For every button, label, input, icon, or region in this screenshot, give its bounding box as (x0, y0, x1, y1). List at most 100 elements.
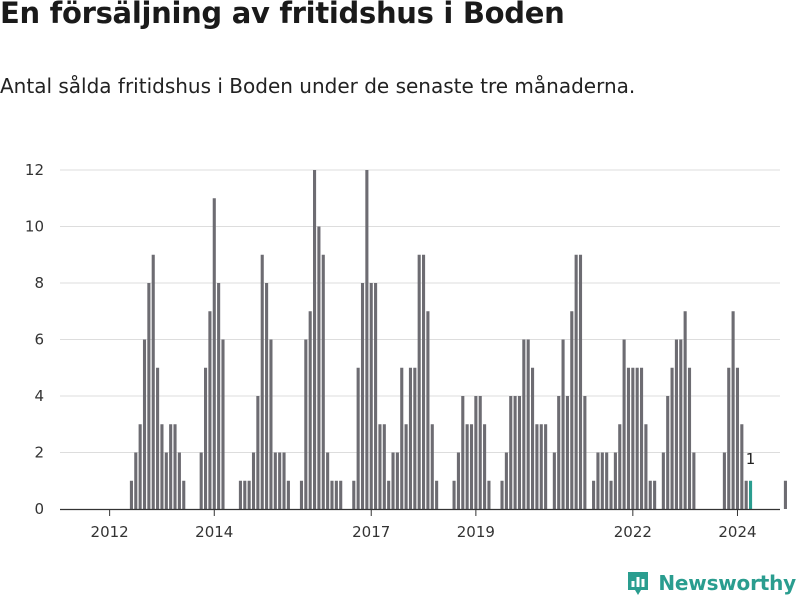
bar (177, 452, 181, 509)
bar (613, 452, 617, 509)
bar (313, 170, 317, 509)
bar (142, 339, 147, 509)
bar (692, 452, 696, 509)
x-tick-label: 2014 (195, 523, 233, 541)
bar (382, 424, 386, 509)
y-tick-label: 4 (34, 387, 44, 405)
bar (531, 367, 535, 509)
bar (400, 367, 404, 509)
y-tick-label: 2 (34, 444, 44, 462)
bar (622, 339, 626, 509)
y-tick-label: 10 (25, 218, 44, 236)
bar (365, 170, 369, 509)
bar (417, 254, 421, 509)
bar (282, 452, 286, 509)
bar (517, 396, 522, 509)
bar (413, 367, 417, 509)
bar (129, 480, 133, 509)
x-tick-label: 2024 (718, 523, 756, 541)
bar (147, 283, 151, 509)
bar (251, 452, 256, 509)
bar (243, 480, 247, 509)
bar (395, 452, 399, 509)
bar (422, 254, 426, 509)
bar (286, 480, 290, 509)
bar (474, 396, 478, 509)
bar (426, 311, 430, 509)
y-tick-label: 0 (34, 500, 44, 518)
bar (478, 396, 482, 509)
x-axis: 2012 2014 2017 2019 2022 2024 (60, 508, 780, 541)
bar (626, 367, 631, 509)
bar (452, 480, 456, 509)
bar (600, 452, 604, 509)
bar (299, 480, 304, 509)
bar (369, 283, 373, 509)
bar (635, 367, 639, 509)
bar (247, 480, 251, 509)
bar (330, 480, 334, 509)
bar (500, 480, 504, 509)
bar (574, 254, 578, 509)
bar (487, 480, 491, 509)
bar (727, 367, 731, 509)
bar (592, 480, 596, 509)
bar (238, 480, 242, 509)
bar (570, 311, 574, 509)
bar (509, 396, 513, 509)
bar (212, 198, 216, 509)
bar (321, 254, 325, 509)
bar (356, 367, 360, 509)
bar (661, 452, 665, 509)
bar (273, 452, 277, 509)
bar (217, 283, 221, 509)
bar (557, 396, 561, 509)
bar (182, 480, 186, 509)
bar (160, 424, 164, 509)
bar (256, 396, 260, 509)
bar (151, 254, 155, 509)
bar (430, 424, 434, 509)
bar (173, 424, 177, 509)
bar (674, 339, 678, 509)
bar (221, 339, 225, 509)
bar (265, 283, 269, 509)
bar (565, 396, 569, 509)
bars (129, 170, 787, 509)
data-labels: 1 (746, 450, 756, 468)
bar (735, 367, 740, 509)
highlight-value-label: 1 (746, 450, 756, 468)
bar (465, 424, 469, 509)
chart-subtitle: Antal sålda fritidshus i Boden under de … (0, 74, 636, 98)
bar (522, 339, 526, 509)
bar (278, 452, 282, 509)
bar (504, 452, 508, 509)
bar (326, 452, 330, 509)
bar (378, 424, 382, 509)
bar (618, 424, 622, 509)
bar (687, 367, 692, 509)
bar (679, 339, 683, 509)
bar (169, 424, 173, 509)
bar (539, 424, 543, 509)
bar (552, 452, 556, 509)
newsworthy-logo-icon (628, 572, 649, 595)
bar (526, 339, 530, 509)
bar (561, 339, 565, 509)
bar (670, 367, 674, 509)
bar (334, 480, 338, 509)
bar (596, 452, 600, 509)
bar (374, 283, 378, 509)
bar (208, 311, 212, 509)
y-tick-label: 6 (34, 331, 44, 349)
y-tick-label: 8 (34, 274, 44, 292)
bar (644, 424, 648, 509)
bar (544, 424, 548, 509)
bar (456, 452, 460, 509)
bar (722, 452, 726, 509)
bar (199, 452, 203, 509)
bar (583, 396, 587, 509)
brand-name: Newsworthy (658, 571, 796, 595)
bar (204, 367, 208, 509)
bar (513, 396, 517, 509)
